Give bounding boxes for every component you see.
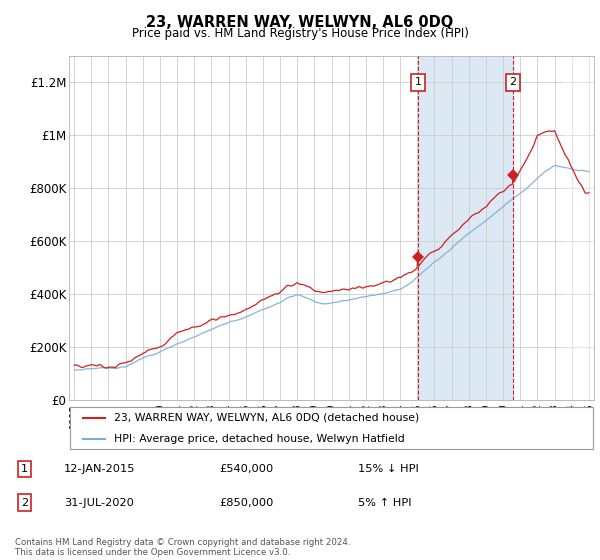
Text: £850,000: £850,000: [220, 498, 274, 507]
Text: 12-JAN-2015: 12-JAN-2015: [64, 464, 136, 474]
Text: 5% ↑ HPI: 5% ↑ HPI: [358, 498, 411, 507]
Text: 2: 2: [509, 77, 517, 87]
Text: 31-JUL-2020: 31-JUL-2020: [64, 498, 134, 507]
Text: 2: 2: [21, 498, 28, 507]
Text: Price paid vs. HM Land Registry's House Price Index (HPI): Price paid vs. HM Land Registry's House …: [131, 27, 469, 40]
Text: 23, WARREN WAY, WELWYN, AL6 0DQ: 23, WARREN WAY, WELWYN, AL6 0DQ: [146, 15, 454, 30]
Bar: [563, 56, 598, 400]
Text: 23, WARREN WAY, WELWYN, AL6 0DQ (detached house): 23, WARREN WAY, WELWYN, AL6 0DQ (detache…: [113, 413, 419, 423]
Text: Contains HM Land Registry data © Crown copyright and database right 2024.
This d: Contains HM Land Registry data © Crown c…: [15, 538, 350, 557]
FancyBboxPatch shape: [70, 407, 593, 449]
Text: £540,000: £540,000: [220, 464, 274, 474]
Text: 15% ↓ HPI: 15% ↓ HPI: [358, 464, 418, 474]
Text: 1: 1: [415, 77, 421, 87]
Bar: [418, 56, 513, 400]
Text: HPI: Average price, detached house, Welwyn Hatfield: HPI: Average price, detached house, Welw…: [113, 435, 404, 444]
Text: 1: 1: [21, 464, 28, 474]
